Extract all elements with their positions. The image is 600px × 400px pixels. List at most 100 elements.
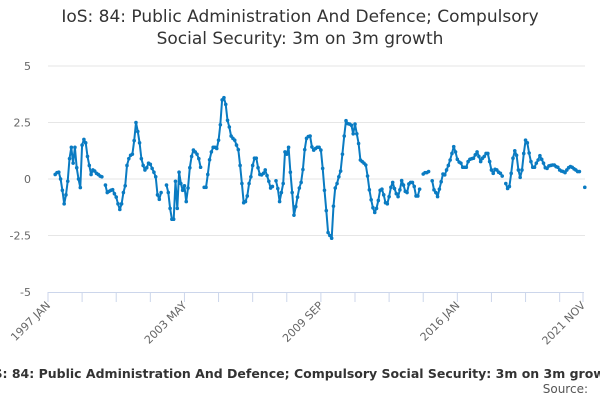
data-point [297, 186, 302, 190]
data-point [371, 205, 375, 210]
data-point [439, 179, 443, 184]
data-point [274, 179, 278, 183]
data-point [89, 172, 93, 177]
data-point [455, 157, 460, 162]
x-tick-label: 2009 SEP [280, 299, 326, 345]
data-point [412, 184, 417, 189]
data-point [545, 166, 549, 171]
chart-title-line-1: IoS: 84: Public Administration And Defen… [61, 7, 539, 27]
data-point [123, 183, 127, 188]
data-point [367, 188, 372, 192]
data-point [265, 173, 269, 178]
data-point [168, 206, 172, 211]
data-point [254, 156, 259, 161]
data-point [498, 171, 503, 176]
data-point [71, 161, 75, 165]
data-point [65, 179, 70, 184]
data-point [132, 138, 136, 143]
data-point [250, 163, 255, 168]
data-point [459, 161, 463, 165]
data-point [529, 159, 533, 164]
data-point [556, 165, 560, 170]
data-point [153, 174, 158, 179]
data-point [387, 194, 391, 199]
data-point [500, 174, 505, 178]
data-point [166, 190, 171, 195]
data-point [114, 195, 119, 199]
data-point [401, 183, 406, 187]
data-point [288, 170, 293, 175]
data-point [292, 213, 296, 217]
data-point [60, 188, 65, 193]
data-point [349, 123, 354, 128]
data-point [432, 188, 436, 192]
y-tick-label: 0 [24, 173, 31, 186]
data-point [507, 184, 512, 189]
data-point [514, 153, 519, 158]
data-point [417, 187, 422, 191]
data-point [209, 150, 214, 154]
data-point [390, 180, 395, 185]
data-point [205, 172, 210, 177]
data-point [175, 206, 180, 211]
data-point [486, 151, 490, 156]
data-point [308, 134, 312, 138]
data-point [261, 171, 266, 176]
data-point [263, 168, 268, 172]
data-point [453, 150, 458, 154]
data-point [293, 204, 298, 209]
data-point [582, 185, 587, 190]
data-point [489, 168, 494, 172]
footer-title: IoS: 84: Public Administration And Defen… [0, 366, 600, 381]
data-point [137, 141, 142, 145]
data-point [491, 171, 496, 176]
data-point [214, 146, 219, 151]
data-point [536, 158, 540, 162]
data-point [73, 145, 77, 150]
data-point [450, 151, 454, 156]
data-point [64, 193, 68, 197]
data-point [389, 185, 393, 190]
data-point [223, 102, 228, 107]
data-point [410, 180, 415, 185]
data-point [435, 194, 440, 199]
data-point [369, 197, 373, 202]
data-point [464, 165, 469, 170]
data-point [333, 186, 338, 190]
data-point [430, 179, 434, 183]
data-point [197, 156, 201, 161]
data-point [121, 190, 126, 195]
data-point [328, 233, 332, 238]
data-point [247, 181, 251, 186]
data-point [116, 202, 120, 206]
x-tick-label: 1997 JAN [8, 299, 53, 344]
data-point [100, 174, 104, 179]
data-point [512, 148, 517, 153]
data-point [234, 143, 239, 147]
data-point [302, 147, 307, 152]
data-point [277, 199, 282, 204]
data-point [475, 150, 479, 154]
data-point [534, 161, 539, 165]
data-point [186, 186, 190, 190]
data-point [103, 183, 108, 187]
data-point [80, 143, 84, 147]
data-point [195, 152, 199, 156]
data-point [148, 162, 153, 167]
data-point [204, 185, 208, 190]
data-point [152, 170, 156, 175]
y-tick-label: -5 [20, 286, 31, 299]
data-point [164, 183, 169, 187]
data-point [236, 147, 241, 152]
data-point [180, 188, 185, 193]
data-point [433, 190, 438, 195]
source-label: Source: [542, 382, 588, 396]
data-point [225, 118, 230, 123]
data-point [356, 141, 361, 146]
data-point [353, 122, 357, 126]
x-tick-label: 2021 NOV [540, 299, 589, 348]
data-point [310, 145, 314, 149]
data-point [322, 188, 327, 193]
data-point [340, 152, 345, 156]
data-point [85, 154, 90, 159]
